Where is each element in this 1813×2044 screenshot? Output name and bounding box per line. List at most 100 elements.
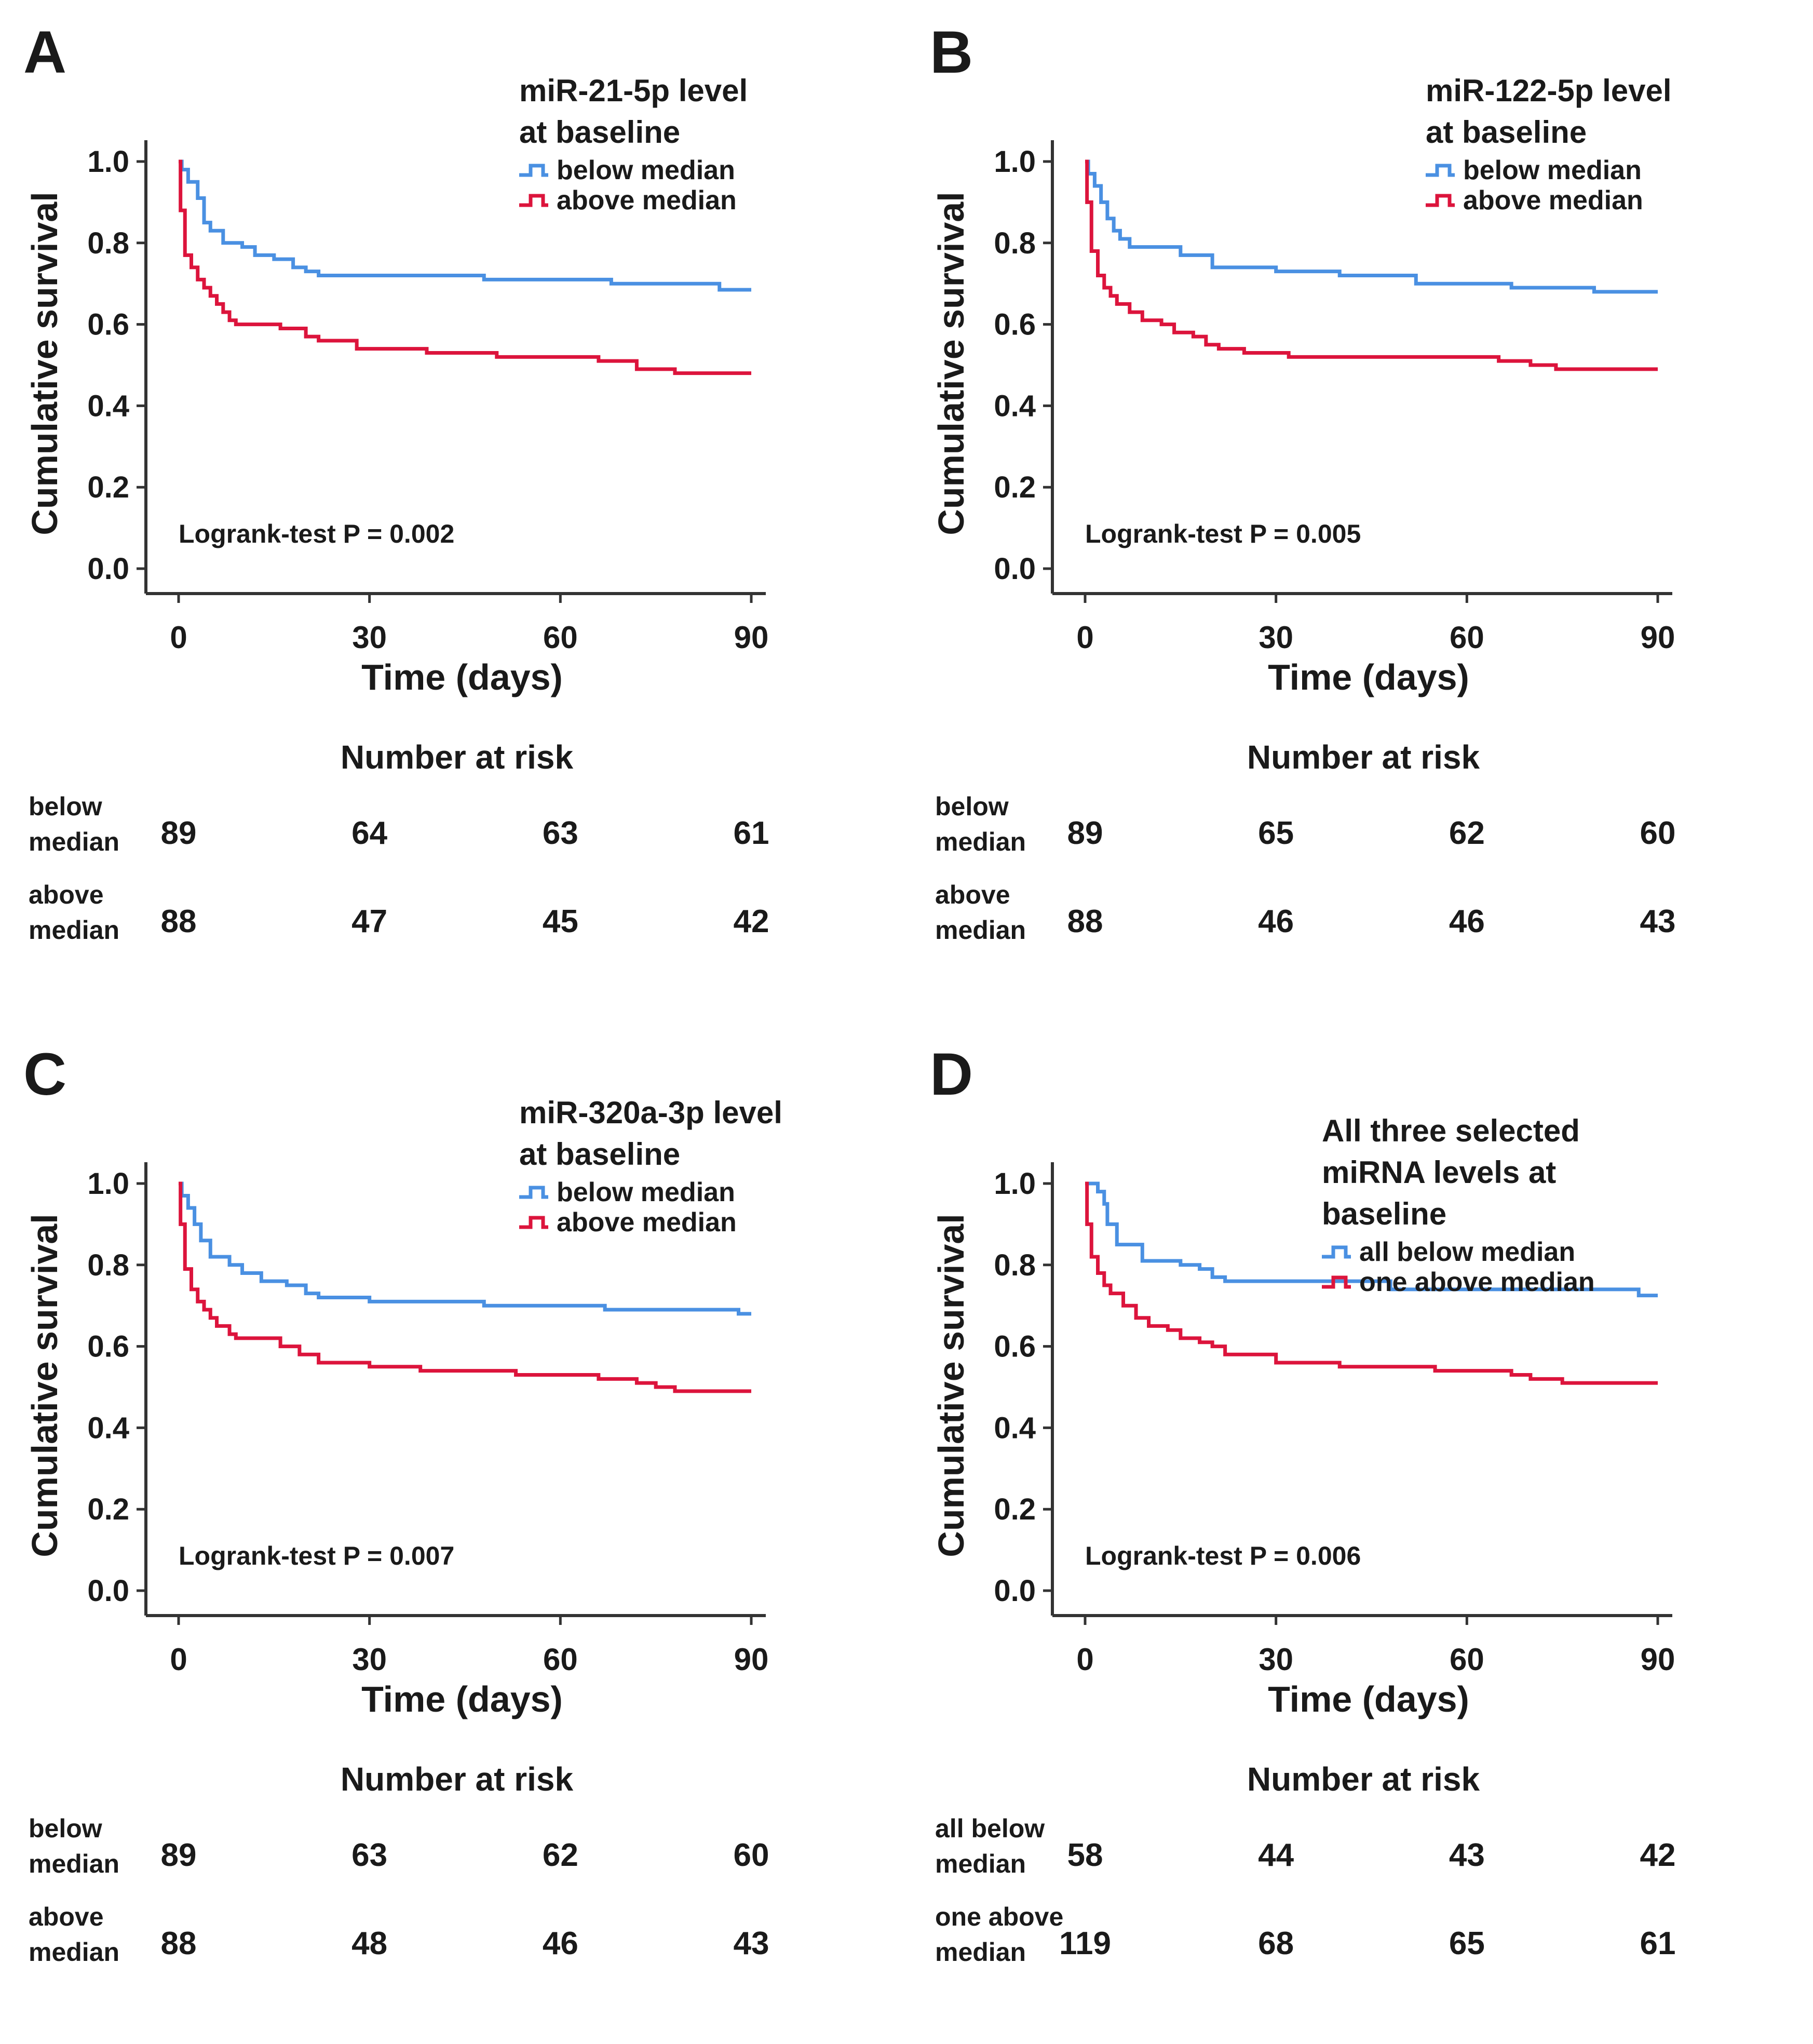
- risk-count: 58: [1067, 1837, 1103, 1873]
- survival-curve-above: [179, 1181, 751, 1393]
- risk-count: 48: [351, 1926, 387, 1961]
- risk-count: 43: [1449, 1837, 1485, 1873]
- y-tick-label: 1.0: [994, 145, 1036, 179]
- y-tick-label: 0.8: [994, 226, 1036, 260]
- legend-entry: above median: [557, 1207, 737, 1238]
- risk-count: 65: [1258, 815, 1294, 851]
- risk-row-label: above: [29, 1902, 104, 1931]
- legend-swatch: [1322, 1275, 1351, 1289]
- risk-row-label: above: [935, 880, 1010, 909]
- y-tick-label: 0.0: [87, 552, 129, 586]
- risk-table-title: Number at risk: [341, 738, 574, 776]
- risk-count: 44: [1258, 1837, 1294, 1873]
- legend-title: miR-320a-3p level: [519, 1095, 782, 1130]
- y-tick-label: 0.6: [994, 308, 1036, 342]
- risk-table-title: Number at risk: [1247, 738, 1480, 776]
- risk-count: 88: [1067, 904, 1103, 939]
- risk-row-label: median: [29, 1849, 119, 1878]
- risk-count: 63: [543, 815, 578, 851]
- x-tick-label: 0: [1076, 620, 1093, 655]
- panel-label: C: [23, 1041, 66, 1108]
- legend-entry: below median: [557, 1177, 735, 1207]
- y-tick-label: 1.0: [994, 1167, 1036, 1201]
- y-axis-label: Cumulative survival: [24, 192, 65, 535]
- legend-swatch: [1426, 164, 1455, 177]
- survival-curve-below: [179, 159, 751, 292]
- y-tick-label: 0.4: [87, 1411, 129, 1445]
- risk-count: 68: [1258, 1926, 1294, 1961]
- x-axis-label: Time (days): [361, 1679, 563, 1719]
- logrank-annotation: Logrank-test P = 0.007: [179, 1541, 454, 1570]
- y-tick-label: 0.0: [994, 552, 1036, 586]
- survival-curve-above: [1085, 159, 1658, 371]
- risk-count: 89: [1067, 815, 1103, 851]
- legend-title: at baseline: [1426, 115, 1587, 150]
- legend-swatch: [1426, 194, 1455, 207]
- x-tick-label: 90: [734, 1642, 769, 1677]
- legend-swatch: [519, 1186, 548, 1199]
- risk-count: 60: [734, 1837, 769, 1873]
- panel-d: D 0.0 0.2 0.4 0.6 0.8 1.0 0 30 60 90 Time (days) Cum…: [930, 1041, 1676, 1967]
- legend-swatch: [1322, 1245, 1351, 1259]
- x-tick-label: 0: [1076, 1642, 1093, 1677]
- y-tick-label: 0.2: [87, 1492, 129, 1526]
- legend-entry: above median: [1463, 185, 1643, 216]
- y-tick-label: 0.4: [87, 389, 129, 423]
- logrank-annotation: Logrank-test P = 0.005: [1085, 519, 1361, 548]
- panel-b: B 0.0 0.2 0.4 0.6 0.8 1.0 0 30 60 90 Time (days) Cum…: [930, 19, 1676, 945]
- risk-count: 89: [161, 815, 197, 851]
- y-axis-label: Cumulative survival: [931, 192, 971, 535]
- legend-entry: above median: [557, 185, 737, 216]
- risk-row-label: below: [29, 1814, 102, 1843]
- risk-row-label: above: [29, 880, 104, 909]
- survival-curve-above: [1085, 1181, 1658, 1385]
- y-tick-label: 0.0: [87, 1574, 129, 1608]
- y-tick-label: 0.4: [994, 389, 1036, 423]
- risk-count: 43: [1640, 904, 1676, 939]
- legend-title: All three selected: [1322, 1113, 1580, 1148]
- risk-row-label: median: [29, 1938, 119, 1967]
- legend-entry: all below median: [1359, 1237, 1575, 1267]
- risk-count: 64: [351, 815, 387, 851]
- risk-row-label: one above: [935, 1902, 1063, 1931]
- risk-count: 88: [161, 1926, 197, 1961]
- risk-count: 61: [1640, 1926, 1676, 1961]
- risk-row-label: median: [29, 916, 119, 945]
- risk-count: 89: [161, 1837, 197, 1873]
- y-tick-label: 1.0: [87, 1167, 129, 1201]
- legend-entry: one above median: [1359, 1267, 1595, 1297]
- risk-count: 46: [543, 1926, 578, 1961]
- y-tick-label: 0.6: [87, 308, 129, 342]
- risk-count: 63: [351, 1837, 387, 1873]
- x-tick-label: 60: [1450, 1642, 1484, 1677]
- risk-row-label: median: [935, 827, 1026, 856]
- legend-title: at baseline: [519, 115, 680, 150]
- x-tick-label: 60: [1450, 620, 1484, 655]
- legend-entry: below median: [1463, 155, 1642, 185]
- risk-count: 60: [1640, 815, 1676, 851]
- x-tick-label: 90: [734, 620, 769, 655]
- legend-entry: below median: [557, 155, 735, 185]
- legend-title: at baseline: [519, 1137, 680, 1172]
- y-axis-label: Cumulative survival: [931, 1214, 971, 1557]
- logrank-annotation: Logrank-test P = 0.006: [1085, 1541, 1361, 1570]
- risk-count: 88: [161, 904, 197, 939]
- y-tick-label: 0.2: [994, 1492, 1036, 1526]
- risk-row-label: median: [935, 916, 1026, 945]
- y-tick-label: 0.4: [994, 1411, 1036, 1445]
- risk-count: 42: [1640, 1837, 1676, 1873]
- x-tick-label: 0: [170, 1642, 187, 1677]
- x-axis-label: Time (days): [1268, 1679, 1469, 1719]
- x-tick-label: 60: [543, 620, 578, 655]
- panel-c: C 0.0 0.2 0.4 0.6 0.8 1.0 0 30 60 90 Time (days) Cum…: [23, 1041, 782, 1967]
- risk-row-label: median: [935, 1938, 1026, 1967]
- y-tick-label: 0.8: [994, 1248, 1036, 1282]
- risk-count: 61: [734, 815, 769, 851]
- x-tick-label: 0: [170, 620, 187, 655]
- risk-row-label: below: [935, 792, 1009, 821]
- x-tick-label: 60: [543, 1642, 578, 1677]
- y-tick-label: 0.8: [87, 226, 129, 260]
- panel-a: A 0.0 0.2 0.4 0.6 0.8 1.0 0 30 60 90 Time (days) Cum…: [23, 19, 769, 945]
- legend-swatch: [519, 194, 548, 207]
- risk-count: 62: [1449, 815, 1485, 851]
